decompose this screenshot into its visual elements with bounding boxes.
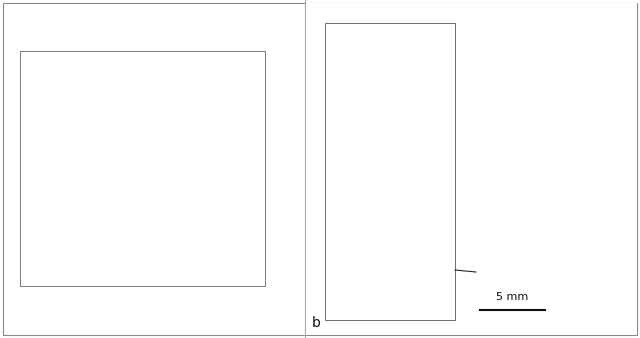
Text: 5 mm: 5 mm [497, 292, 529, 302]
Text: b: b [312, 316, 321, 330]
Bar [20, 51, 265, 286]
Bar [325, 23, 455, 320]
Bar [305, 3, 637, 335]
